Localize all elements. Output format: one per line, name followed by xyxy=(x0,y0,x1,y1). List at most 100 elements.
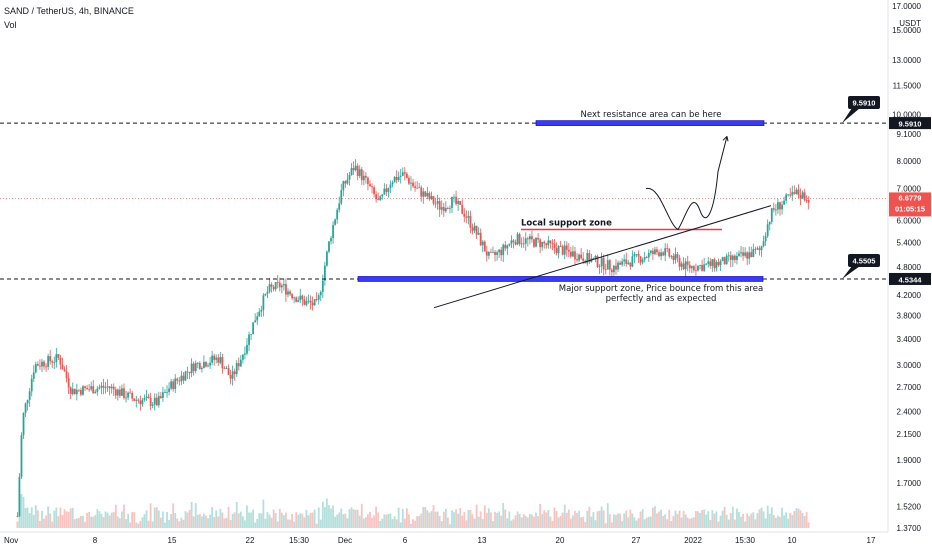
volume-bar xyxy=(676,514,679,528)
volume-bar xyxy=(621,521,624,528)
volume-bar xyxy=(418,515,421,528)
candle-body xyxy=(518,234,521,244)
candle-body xyxy=(785,194,788,201)
volume-bar xyxy=(514,515,517,528)
candle-body xyxy=(59,357,62,365)
candle-body xyxy=(98,387,101,389)
candle-body xyxy=(602,257,605,270)
volume-bar xyxy=(153,507,156,528)
volume-bar xyxy=(502,503,505,528)
volume-bar xyxy=(705,514,708,528)
volume-bar xyxy=(774,517,777,528)
candle-body xyxy=(758,248,761,251)
volume-bar xyxy=(61,514,64,528)
volume-bar xyxy=(684,514,687,528)
candle-body xyxy=(678,257,681,267)
volume-bar xyxy=(432,505,435,528)
volume-bar xyxy=(82,515,84,528)
candle-body xyxy=(768,221,771,225)
volume-bar xyxy=(535,512,537,528)
volume-bar xyxy=(241,516,244,528)
candle-body xyxy=(670,255,673,257)
volume-bar xyxy=(174,512,177,528)
volume-bar xyxy=(266,512,269,528)
candle-body xyxy=(725,255,728,265)
volume-bar xyxy=(733,519,736,528)
volume-bar xyxy=(785,512,788,528)
candle-body xyxy=(383,188,386,195)
volume-bar xyxy=(141,517,144,528)
candle-body xyxy=(172,381,175,390)
volume-bar xyxy=(303,517,306,528)
volume-bar xyxy=(326,498,328,528)
resistance-callout-pointer xyxy=(842,108,860,124)
volume-bar xyxy=(465,520,468,528)
candle-body xyxy=(168,388,170,392)
volume-bar xyxy=(227,507,230,528)
candle-body xyxy=(114,389,117,396)
volume-bar xyxy=(110,512,113,528)
volume-bar xyxy=(748,516,751,528)
candle-body xyxy=(47,356,50,367)
volume-bar xyxy=(213,517,216,528)
candle-body xyxy=(428,192,431,200)
candle-body xyxy=(664,248,667,256)
candle-body xyxy=(323,265,326,281)
volume-bar xyxy=(754,519,757,528)
volume-bar xyxy=(561,512,564,528)
major-support-annotation-line2: perfectly and as expected xyxy=(606,294,717,304)
price-scale[interactable]: 17.0000 15.0000 13.0000 11.5000 10.0000 9.100… xyxy=(892,2,921,533)
volume-bar xyxy=(469,509,472,528)
candle-body xyxy=(190,363,193,374)
volume-bar xyxy=(127,513,129,528)
candle-body xyxy=(805,200,808,201)
candle-body xyxy=(772,208,775,210)
volume-bar xyxy=(647,516,650,528)
candle-body xyxy=(651,250,654,255)
volume-bar xyxy=(797,508,800,528)
candle-body xyxy=(30,378,33,392)
volume-bar xyxy=(92,516,95,528)
volume-bar xyxy=(379,520,382,528)
candle-body xyxy=(373,187,375,195)
volume-bar xyxy=(590,516,593,528)
candle-body xyxy=(600,257,603,267)
volume-bar xyxy=(338,512,341,528)
volume-bar xyxy=(557,517,560,528)
candle-body xyxy=(209,362,211,366)
candle-body xyxy=(358,169,361,176)
volume-bar xyxy=(742,513,744,528)
volume-bar xyxy=(567,509,570,528)
volume-bar xyxy=(364,517,367,528)
volume-bar xyxy=(98,511,101,528)
volume-bar xyxy=(729,513,732,528)
candle-body xyxy=(563,245,566,255)
candle-body xyxy=(367,177,369,185)
candle-body xyxy=(53,362,56,363)
candle-body xyxy=(485,251,488,256)
candle-body xyxy=(391,182,394,185)
candle-body xyxy=(49,356,52,362)
candle-body xyxy=(82,386,84,395)
volume-bar xyxy=(397,507,400,528)
price-tick-label: 2.4000 xyxy=(897,407,922,416)
volume-bar xyxy=(805,511,808,528)
volume-bar xyxy=(666,519,669,528)
candle-body xyxy=(688,264,691,269)
time-scale[interactable]: Nov 8 15 22 15:30 Dec 6 13 20 27 2022 15:30 10 17 xyxy=(4,536,876,545)
candle-body xyxy=(770,208,773,222)
candle-body xyxy=(334,219,337,225)
volume-bar xyxy=(541,514,544,528)
drawing-overlays: Next resistance area can be here Local su… xyxy=(0,96,931,309)
volume-bar xyxy=(709,519,712,528)
volume-bar xyxy=(258,513,261,528)
volume-bar xyxy=(32,514,35,528)
volume-bar xyxy=(508,511,511,528)
volume-bar xyxy=(135,522,138,528)
candle-body xyxy=(143,398,146,400)
volume-bar xyxy=(116,516,119,528)
candle-body xyxy=(508,243,511,246)
candle-body xyxy=(736,255,738,261)
volume-bar xyxy=(285,512,287,528)
